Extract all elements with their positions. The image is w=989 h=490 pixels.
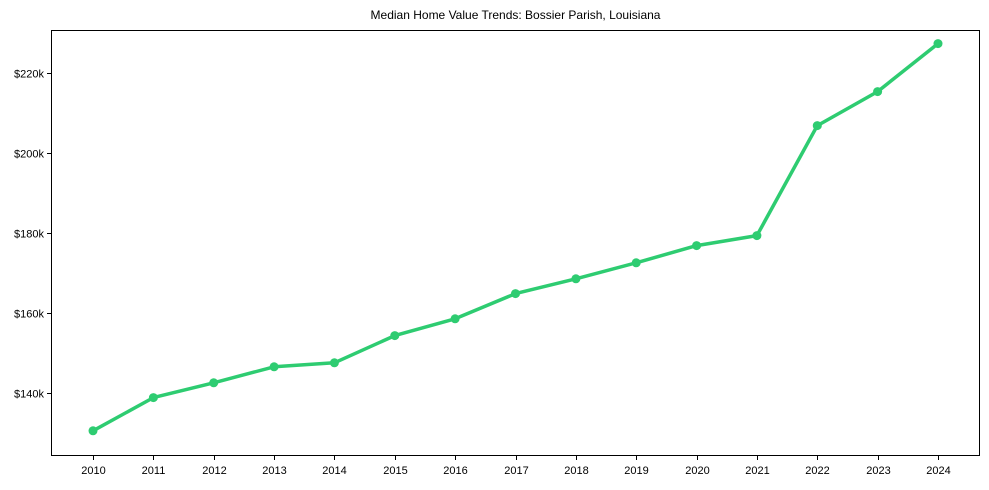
data-point-marker [692,241,702,251]
data-point-marker [450,314,460,324]
x-tick-label: 2010 [81,465,105,477]
x-tick-label: 2022 [805,465,829,477]
x-tick-label: 2014 [322,465,346,477]
data-point-marker [148,393,158,403]
x-tick-label: 2016 [443,465,467,477]
y-tick-label: $200k [14,149,44,161]
x-tick-label: 2024 [926,465,950,477]
x-tick-label: 2020 [685,465,709,477]
x-tick-label: 2013 [262,465,286,477]
x-tick-label: 2023 [866,465,890,477]
x-tick-label: 2018 [564,465,588,477]
data-point-marker [812,121,822,131]
x-tick-label: 2019 [624,465,648,477]
data-point-marker [571,274,581,284]
data-point-marker [88,426,98,436]
chart-title: Median Home Value Trends: Bossier Parish… [370,8,661,22]
x-tick-label: 2021 [745,465,769,477]
data-point-marker [269,362,279,372]
y-tick-label: $180k [14,229,44,241]
data-point-marker [390,331,400,341]
data-point-marker [511,289,520,299]
data-point-marker [631,258,641,268]
data-point-marker [329,358,339,368]
data-point-marker [933,39,943,49]
y-tick-label: $160k [14,309,44,321]
plot-frame [51,30,980,456]
x-tick-label: 2012 [202,465,226,477]
y-axis: $140k $160k $180k $200k $220k [14,69,51,401]
data-point-marker [209,378,219,388]
data-point-marker [873,87,883,97]
y-tick-label: $220k [14,69,44,81]
x-tick-label: 2015 [383,465,407,477]
x-axis: 2010 2011 2012 2013 2014 2015 2016 2017 2018 2019… [81,456,951,477]
data-point-marker [752,231,762,241]
data-series [88,39,943,436]
series-line [91,41,940,433]
x-tick-label: 2017 [504,465,528,477]
y-tick-label: $140k [14,389,44,401]
x-tick-label: 2011 [142,465,166,477]
